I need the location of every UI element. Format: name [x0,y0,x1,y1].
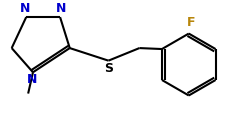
Text: N: N [27,73,37,86]
Text: N: N [20,2,30,15]
Text: F: F [186,16,195,29]
Text: S: S [104,62,113,75]
Text: N: N [56,2,66,15]
